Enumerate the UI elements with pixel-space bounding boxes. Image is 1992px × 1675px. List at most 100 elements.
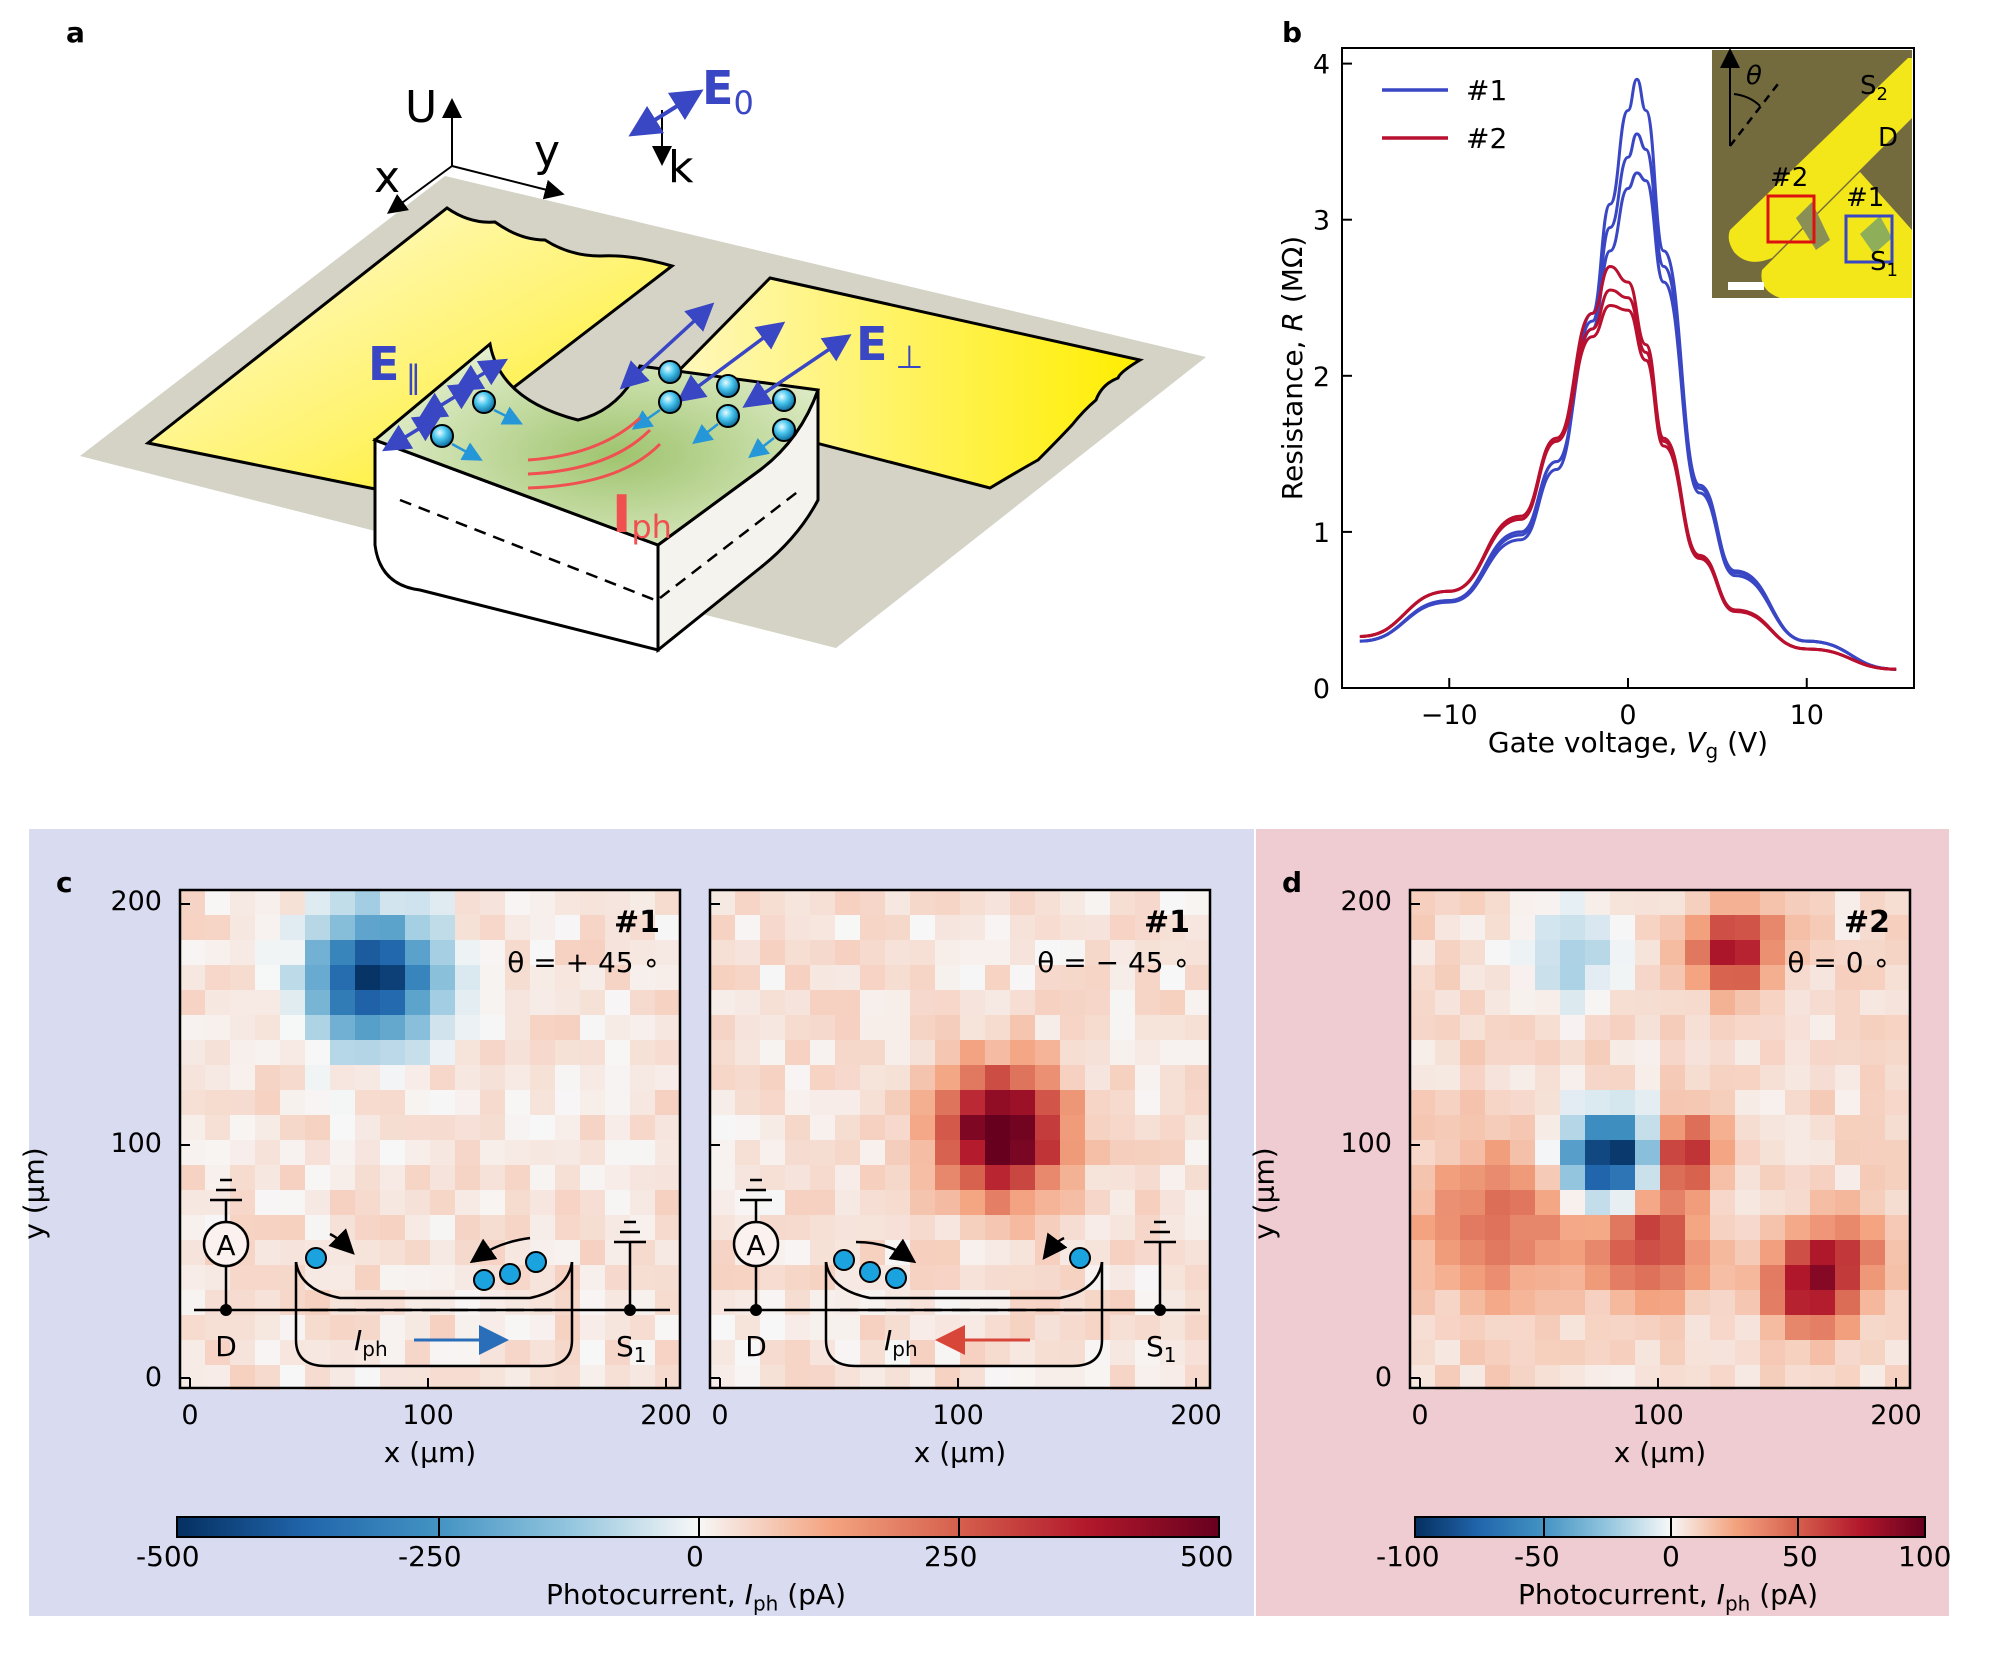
heatmap-cell [1035, 1365, 1060, 1390]
heatmap-cell [180, 1165, 205, 1190]
heatmap-cell [1810, 1240, 1835, 1265]
heatmap-cell [1410, 1265, 1435, 1290]
heatmap-cell [960, 1340, 985, 1365]
heatmap-cell [810, 990, 835, 1015]
heatmap-cell [1810, 1090, 1835, 1115]
heatmap-cell [255, 890, 280, 915]
heatmap-cell [1185, 990, 1210, 1015]
heatmap-cell [1460, 915, 1485, 940]
heatmap-cell [810, 1065, 835, 1090]
heatmap-cell [1735, 1290, 1760, 1315]
heatmap-cell [1485, 915, 1510, 940]
heatmap-cell [1885, 1140, 1910, 1165]
heatmap-cell [1710, 890, 1735, 915]
heatmap-cell [1135, 1040, 1160, 1065]
heatmap-cell [1060, 965, 1085, 990]
heatmap-cell [380, 940, 405, 965]
heatmap-cell [710, 1015, 735, 1040]
terminal-s1-right: S1 [1146, 1330, 1177, 1367]
heatmap-cell [1610, 1315, 1635, 1340]
heatmap-cell [1885, 1290, 1910, 1315]
heatmap-cell [1685, 1265, 1710, 1290]
heatmap-cell [355, 1090, 380, 1115]
chart-xlabel: Gate voltage, Vg (V) [1488, 726, 1768, 763]
drift-arrows [451, 406, 775, 461]
heatmap-cell [280, 1315, 305, 1340]
heatmap-cell [405, 1065, 430, 1090]
heatmap-cell [430, 1115, 455, 1140]
heatmap-cell [580, 990, 605, 1015]
heatmap-cell [1035, 1315, 1060, 1340]
photocurrent-curves [527, 416, 662, 490]
heatmap-cell [655, 1040, 680, 1065]
heatmap-cell [630, 965, 655, 990]
heatmap-cell [1035, 890, 1060, 915]
heatmap-cell [505, 965, 530, 990]
heatmap-cell [1835, 1215, 1860, 1240]
heatmap-cell [910, 1165, 935, 1190]
heatmap-cell [1035, 1090, 1060, 1115]
heatmap-cell [710, 1315, 735, 1340]
axis-u-label: U [405, 82, 437, 133]
electrons [430, 360, 796, 448]
c-left-theta: θ = + 45 ∘ [507, 946, 660, 979]
heatmap-cell [505, 1315, 530, 1340]
heatmap-cell [1510, 1365, 1535, 1390]
heatmap-cell [580, 1340, 605, 1365]
heatmap-cell [355, 1165, 380, 1190]
heatmap-cell [1485, 1015, 1510, 1040]
heatmap-cell [910, 1215, 935, 1240]
heatmap-cell [1860, 1315, 1885, 1340]
heatmap-cell [630, 1190, 655, 1215]
heatmap-cell [580, 1315, 605, 1340]
heatmap-cell [655, 1215, 680, 1240]
heatmap-cell [710, 990, 735, 1015]
heatmap-cell [935, 1215, 960, 1240]
heatmap-cell [1135, 1090, 1160, 1115]
heatmap-cell [455, 1340, 480, 1365]
heatmap-cell [530, 1065, 555, 1090]
e-parallel-label: E ∥ [368, 337, 421, 396]
d-theta: θ = 0 ∘ [1787, 946, 1890, 979]
heatmap-cell [180, 1115, 205, 1140]
heatmap-cell [330, 1365, 355, 1390]
heatmap-cell [530, 1040, 555, 1065]
heatmap-cell [1010, 1015, 1035, 1040]
heatmap-cell [580, 1165, 605, 1190]
heatmap-cell [205, 1340, 230, 1365]
heatmap-cell [910, 1365, 935, 1390]
heatmap-cell [1535, 890, 1560, 915]
heatmap-cell [1460, 1315, 1485, 1340]
heatmap-cell [655, 940, 680, 965]
heatmap-cell [1860, 1040, 1885, 1065]
heatmap-cell [960, 915, 985, 940]
heatmap-cell [760, 1040, 785, 1065]
heatmap-cell [505, 940, 530, 965]
heatmap-cell [355, 890, 380, 915]
heatmap-cell [1435, 1290, 1460, 1315]
cbar-d-tick-4: 100 [1898, 1540, 1952, 1573]
heatmap-cell [1110, 1115, 1135, 1140]
panel-c-right-map: #1 θ = − 45 ∘ A D S1 Iph 0 100 200 x (μm… [708, 888, 1222, 1469]
heatmap-cell [305, 1015, 330, 1040]
heatmap-cell [1610, 1165, 1635, 1190]
heatmap-cell [430, 1015, 455, 1040]
heatmap-cell [960, 1265, 985, 1290]
heatmap-cell [985, 1140, 1010, 1165]
heatmap-cell [860, 1365, 885, 1390]
heatmap-cell [1610, 1240, 1635, 1265]
heatmap-cell [455, 990, 480, 1015]
heatmap-cell [580, 1040, 605, 1065]
heatmap-cell [1710, 990, 1735, 1015]
heatmap-cell [1610, 1265, 1635, 1290]
heatmap-cell [1110, 1065, 1135, 1090]
heatmap-cell [1410, 1315, 1435, 1340]
heatmap-cell [1435, 1365, 1460, 1390]
heatmap-cell [1135, 890, 1160, 915]
heatmap-cell [1760, 1090, 1785, 1115]
heatmap-cell [405, 1165, 430, 1190]
heatmap-cell [180, 965, 205, 990]
heatmap-cell [655, 965, 680, 990]
heatmap-cell [1560, 1190, 1585, 1215]
heatmap-cell [1785, 1140, 1810, 1165]
